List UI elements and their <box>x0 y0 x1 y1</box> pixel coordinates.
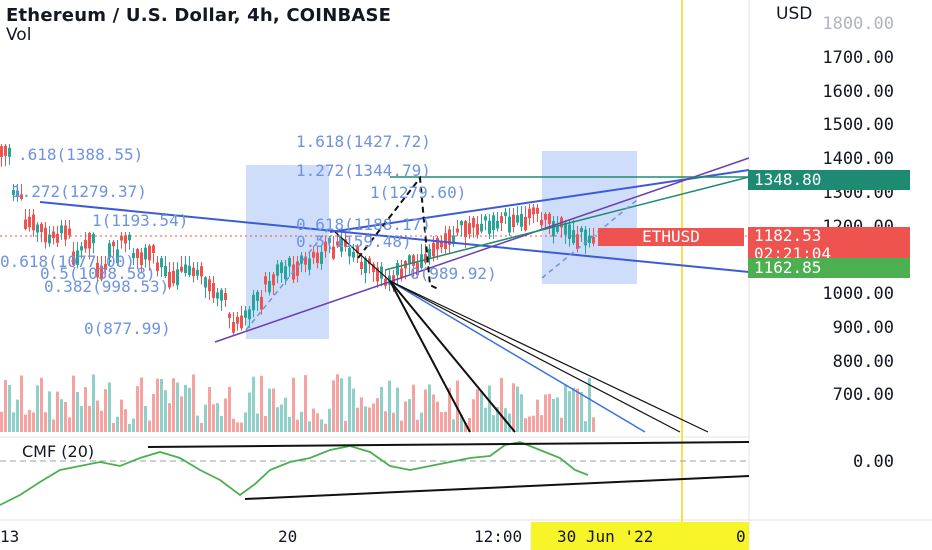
trendline-descending <box>39 201 750 273</box>
cmf-zero-label: 0.00 <box>853 452 894 472</box>
price-axis-label: 1700.00 <box>822 47 894 68</box>
price-axis-label: 700.00 <box>832 385 894 406</box>
price-axis-label: 1500.00 <box>822 115 894 136</box>
time-label-20: 20 <box>278 527 298 546</box>
fib-label: 1(1279.60) <box>370 183 466 202</box>
cmf-resistance-line[interactable] <box>147 441 750 448</box>
fan-line-1 <box>389 280 471 433</box>
chart-title: Ethereum / U.S. Dollar, 4h, COINBASE <box>6 5 392 26</box>
fib-label: 0(877.99) <box>84 319 171 338</box>
currency-label: USD <box>776 4 813 24</box>
fib-label: 1.272(1344.79) <box>296 161 431 180</box>
time-label-trailing: 0 <box>736 527 746 546</box>
fib-labels-right: 1.618(1427.72) 1.272(1344.79) 1(1279.60) 0.… <box>296 132 497 283</box>
fib-label: 0(989.92) <box>410 264 497 283</box>
cmf-indicator-line <box>0 441 589 506</box>
price-axis-label: 1000.00 <box>822 284 894 304</box>
volume-label: Vol <box>6 25 32 45</box>
fan-line-3 <box>389 280 709 433</box>
fib-label: 0.618(1077.00) <box>0 252 135 271</box>
fib-label: 1.618(1427.72) <box>296 132 431 151</box>
fib-labels-left: .618(1388.55) 1.272(1279.37) 1(1193.54) 0.6… <box>0 145 188 338</box>
date-highlight-badge: 30 Jun '22 <box>531 522 749 550</box>
projection-path <box>357 175 441 291</box>
fib-range-box-1[interactable] <box>246 165 329 339</box>
fib-label: 1(1193.54) <box>92 211 188 230</box>
cmf-support-line[interactable] <box>244 475 750 500</box>
trendlines[interactable] <box>39 157 750 433</box>
trendline-upper <box>329 169 750 233</box>
level-1348-line <box>384 176 750 271</box>
price-axis-label: 1600.00 <box>822 81 894 102</box>
cmf-label[interactable]: CMF (20) <box>22 442 95 461</box>
time-label-13: 13 <box>0 527 20 546</box>
price-axis-label: 1400.00 <box>822 149 894 169</box>
fan-line-2 <box>389 280 516 433</box>
price-axis-label: 1800.00 <box>822 14 894 34</box>
trendline-channel <box>214 157 750 343</box>
fib-diagonal-1 <box>245 227 330 331</box>
fib-diagonal-2 <box>541 199 638 279</box>
fib-label: 0.382(998.53) <box>44 277 169 296</box>
fan-line-5 <box>334 231 391 282</box>
fan-line-4 <box>389 280 681 433</box>
symbol-price-label: ETHUSD <box>598 228 744 246</box>
volume-bars <box>0 374 595 432</box>
fib-label: 1.272(1279.37) <box>12 182 147 201</box>
last-price-value: 1182.53 <box>754 226 822 245</box>
fib-label: .618(1388.55) <box>18 145 143 164</box>
level-badge-low: 1162.85 <box>748 258 910 278</box>
time-label-1200: 12:00 <box>474 527 523 546</box>
fib-label: 0.618(1188.17) <box>296 215 431 234</box>
fan-line-blue <box>389 280 646 433</box>
price-axis-label: 800.00 <box>832 351 894 372</box>
candlesticks <box>0 144 595 335</box>
fib-label: 0.5(1159.48) <box>296 232 412 251</box>
level-badge-high: 1348.80 <box>748 170 910 190</box>
fib-label: 0.5(1038.58) <box>40 264 156 283</box>
price-axis-label: 900.00 <box>832 317 894 338</box>
